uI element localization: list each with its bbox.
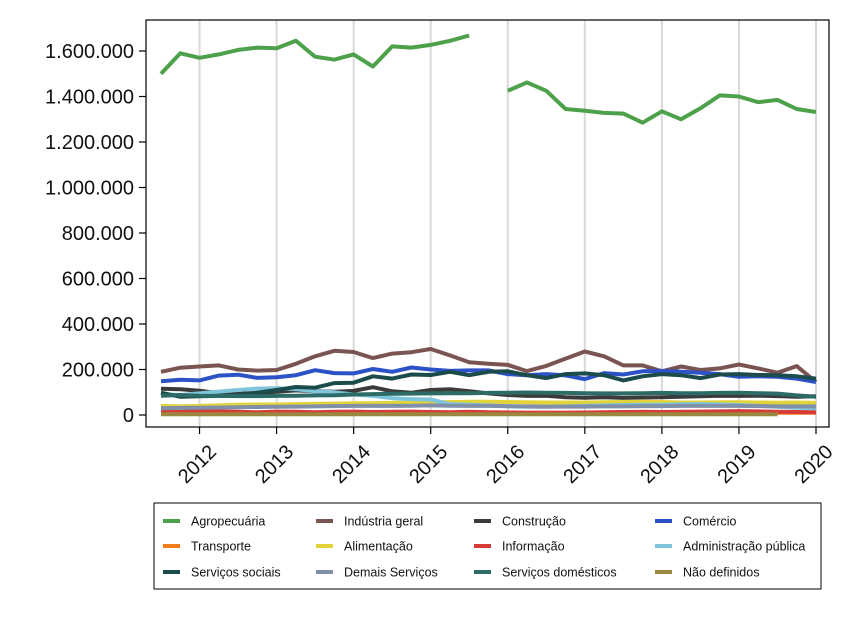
x-tick-label: 2013 [251, 441, 298, 488]
legend-label: Construção [502, 515, 566, 529]
x-tick-label: 2019 [713, 441, 760, 488]
y-tick-label: 1.000.000 [45, 178, 134, 200]
y-tick-label: 600.000 [62, 269, 134, 291]
legend-label: Comércio [683, 515, 737, 529]
legend-label: Agropecuária [191, 515, 265, 529]
legend-label: Informação [502, 540, 565, 554]
legend-label: Indústria geral [344, 515, 423, 529]
x-tick-label: 2018 [636, 441, 683, 488]
y-axis: 0 200.000 400.000 600.000 800.000 1.000.000 1.… [45, 41, 146, 427]
legend-label: Administração pública [683, 540, 805, 554]
y-tick-label: 800.000 [62, 223, 134, 245]
y-tick-label: 200.000 [62, 360, 134, 382]
legend-label: Transporte [191, 540, 251, 554]
x-tick-label: 2014 [328, 441, 375, 488]
y-tick-label: 1.600.000 [45, 41, 134, 63]
series-line-10 [161, 405, 816, 408]
x-tick-label: 2015 [405, 441, 452, 488]
x-tick-label: 2012 [174, 441, 221, 488]
x-tick-label: 2016 [482, 441, 529, 488]
legend-label: Serviços domésticos [502, 566, 617, 580]
legend-label: Alimentação [344, 540, 413, 554]
legend-label: Não definidos [683, 566, 759, 580]
x-axis: 2012 2013 2014 2015 2016 2017 2018 2019 2020 [174, 427, 837, 488]
legend-label: Demais Serviços [344, 566, 438, 580]
series-line-1 [161, 36, 816, 123]
y-tick-label: 0 [123, 405, 134, 427]
x-tick-label: 2017 [559, 441, 606, 488]
y-tick-label: 1.200.000 [45, 132, 134, 154]
legend-label: Serviços sociais [191, 566, 281, 580]
legend: Agropecuária Indústria geral Construção Com… [154, 503, 821, 589]
x-tick-label: 2020 [791, 441, 838, 488]
y-tick-label: 400.000 [62, 314, 134, 336]
y-tick-label: 1.400.000 [45, 87, 134, 109]
series-lines [161, 36, 816, 415]
